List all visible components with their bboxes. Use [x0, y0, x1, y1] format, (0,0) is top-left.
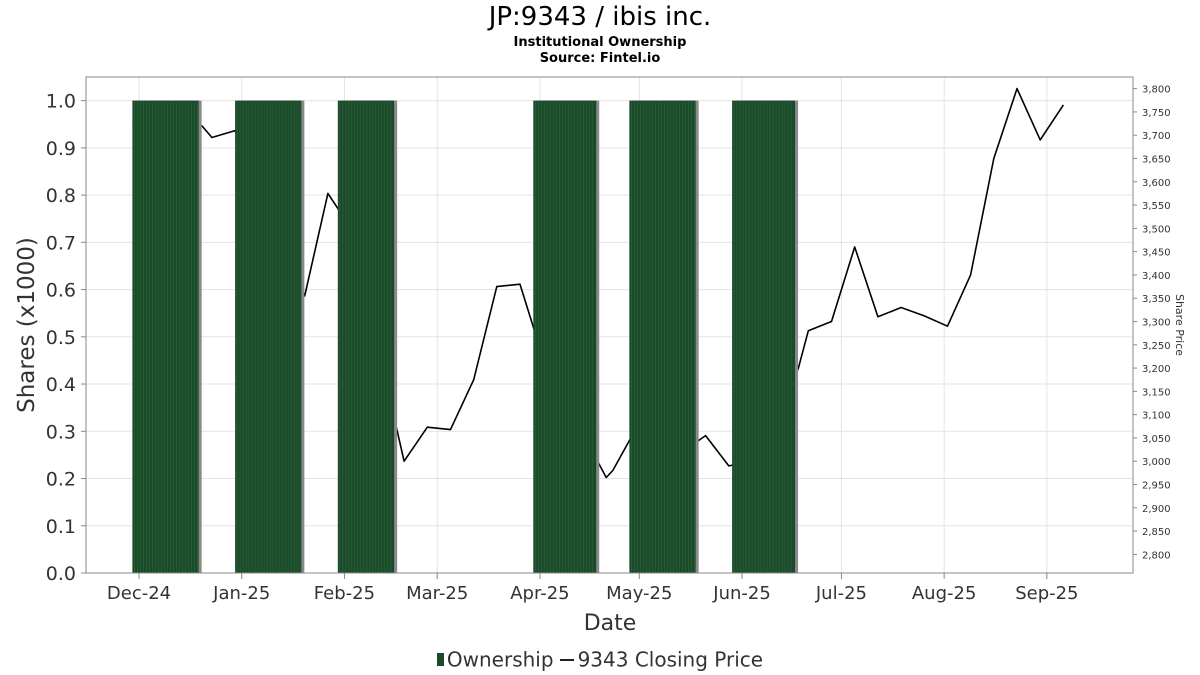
- y2-tick-label: 3,750: [1142, 108, 1171, 119]
- y2-tick-label: 3,700: [1142, 131, 1171, 142]
- y2-tick-label: 2,850: [1142, 527, 1171, 538]
- y-tick-label: 0.0: [46, 563, 76, 585]
- y-tick-label: 0.7: [46, 232, 76, 254]
- legend: Ownership 9343 Closing Price: [0, 646, 1200, 672]
- ownership-chart: 0.00.10.20.30.40.50.60.70.80.91.0 2,8002…: [14, 76, 1186, 636]
- y2-tick-label: 3,250: [1142, 341, 1171, 352]
- right-axis: 2,800 2,850 2,900 2,950 3,000 3,050 3,100 3,150…: [1133, 85, 1171, 561]
- y-tick-label: 0.3: [46, 421, 76, 443]
- ownership-bar: [629, 100, 699, 573]
- y2-tick-label: 3,400: [1142, 271, 1171, 282]
- y2-tick-label: 3,150: [1142, 387, 1171, 398]
- y-tick-label: 1.0: [46, 91, 76, 113]
- y2-tick-label: 3,600: [1142, 178, 1171, 189]
- x-tick-label: Jun-25: [712, 583, 771, 604]
- y2-tick-label: 2,950: [1142, 481, 1171, 492]
- x-tick-label: Apr-25: [510, 583, 569, 604]
- y2-tick-label: 3,650: [1142, 155, 1171, 166]
- y2-tick-label: 3,300: [1142, 318, 1171, 329]
- y2-tick-label: 2,900: [1142, 504, 1171, 515]
- ownership-bar: [132, 100, 202, 573]
- x-tick-label: Dec-24: [107, 583, 171, 604]
- y-tick-label: 0.9: [46, 138, 76, 160]
- y2-tick-label: 3,200: [1142, 364, 1171, 375]
- y2-tick-label: 3,550: [1142, 201, 1171, 212]
- y2-tick-label: 3,500: [1142, 224, 1171, 235]
- x-tick-label: Feb-25: [314, 583, 375, 604]
- y2-tick-label: 3,000: [1142, 457, 1171, 468]
- legend-ownership-swatch: [436, 653, 444, 666]
- x-tick-label: May-25: [606, 583, 672, 604]
- ownership-bar: [337, 100, 398, 573]
- y2-tick-label: 3,350: [1142, 294, 1171, 305]
- y2-tick-label: 3,100: [1142, 411, 1171, 422]
- chart-source: Source: Fintel.io: [539, 51, 661, 66]
- chart-title: JP:9343 / ibis inc.: [488, 2, 712, 32]
- y-tick-label: 0.8: [46, 185, 76, 207]
- y2-tick-label: 3,450: [1142, 248, 1171, 259]
- x-tick-label: Mar-25: [406, 583, 468, 604]
- x-tick-label: Jul-25: [815, 583, 867, 604]
- ownership-bar: [732, 100, 799, 573]
- y-tick-label: 0.2: [46, 469, 76, 491]
- y2-tick-label: 3,800: [1142, 85, 1171, 96]
- y-tick-label: 0.6: [46, 280, 76, 302]
- y2-tick-label: 3,050: [1142, 434, 1171, 445]
- y2-tick-label: 2,800: [1142, 550, 1171, 561]
- y-tick-label: 0.1: [46, 516, 76, 538]
- y-axis-label: Shares (x1000): [14, 237, 40, 413]
- x-axis-label: Date: [584, 611, 637, 636]
- ownership-bar: [533, 100, 600, 573]
- ownership-bars: [132, 100, 799, 573]
- x-tick-label: Jan-25: [212, 583, 270, 604]
- plot-frame: [85, 76, 1134, 574]
- legend-ownership-label: Ownership: [446, 647, 554, 672]
- x-axis: Dec-24 Jan-25 Feb-25 Mar-25 Apr-25 May-25 Jun-…: [107, 573, 1079, 604]
- legend-price-swatch: [559, 658, 574, 661]
- left-axis: 0.0 0.1 0.2 0.3 0.4 0.5 0.6 0.7 0.8 0.9 1.0: [46, 91, 86, 585]
- ownership-bar: [235, 100, 305, 573]
- x-tick-label: Sep-25: [1015, 583, 1078, 604]
- chart-subtitle: Institutional Ownership: [513, 35, 687, 50]
- legend-price-label: 9343 Closing Price: [577, 647, 764, 672]
- y-tick-label: 0.5: [46, 327, 76, 349]
- y2-axis-label: Share Price: [1173, 294, 1186, 356]
- y-tick-label: 0.4: [46, 374, 76, 396]
- x-tick-label: Aug-25: [912, 583, 977, 604]
